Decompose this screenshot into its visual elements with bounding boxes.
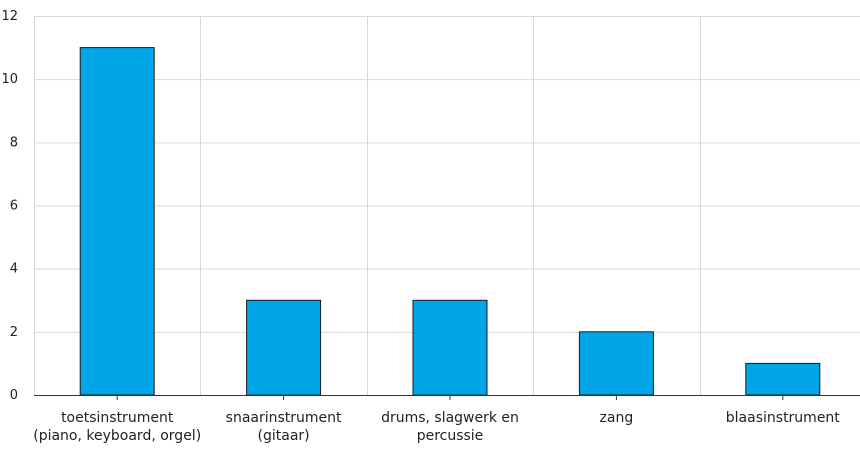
- y-tick-label: 10: [1, 72, 18, 87]
- bar: [578, 331, 654, 396]
- bar: [79, 47, 155, 396]
- x-tick-label: blaasinstrument: [726, 410, 841, 426]
- y-tick-label: 0: [10, 388, 18, 403]
- y-tick-label: 4: [10, 262, 18, 277]
- y-tick-label: 2: [10, 325, 18, 340]
- x-tick-label: toetsinstrument: [61, 410, 174, 426]
- x-tick-label: snaarinstrument: [226, 410, 342, 426]
- x-tick-label: (gitaar): [258, 428, 310, 444]
- y-tick-label: 12: [1, 9, 18, 24]
- x-tick-label: drums, slagwerk en: [381, 410, 519, 426]
- bar: [745, 362, 821, 396]
- y-tick-label: 6: [10, 199, 18, 214]
- y-tick-label: 8: [10, 135, 18, 150]
- bar: [412, 299, 488, 396]
- x-tick-label: zang: [600, 410, 634, 426]
- x-tick-label: percussie: [417, 428, 484, 444]
- bar: [246, 299, 322, 396]
- x-tick-label: (piano, keyboard, orgel): [33, 428, 201, 444]
